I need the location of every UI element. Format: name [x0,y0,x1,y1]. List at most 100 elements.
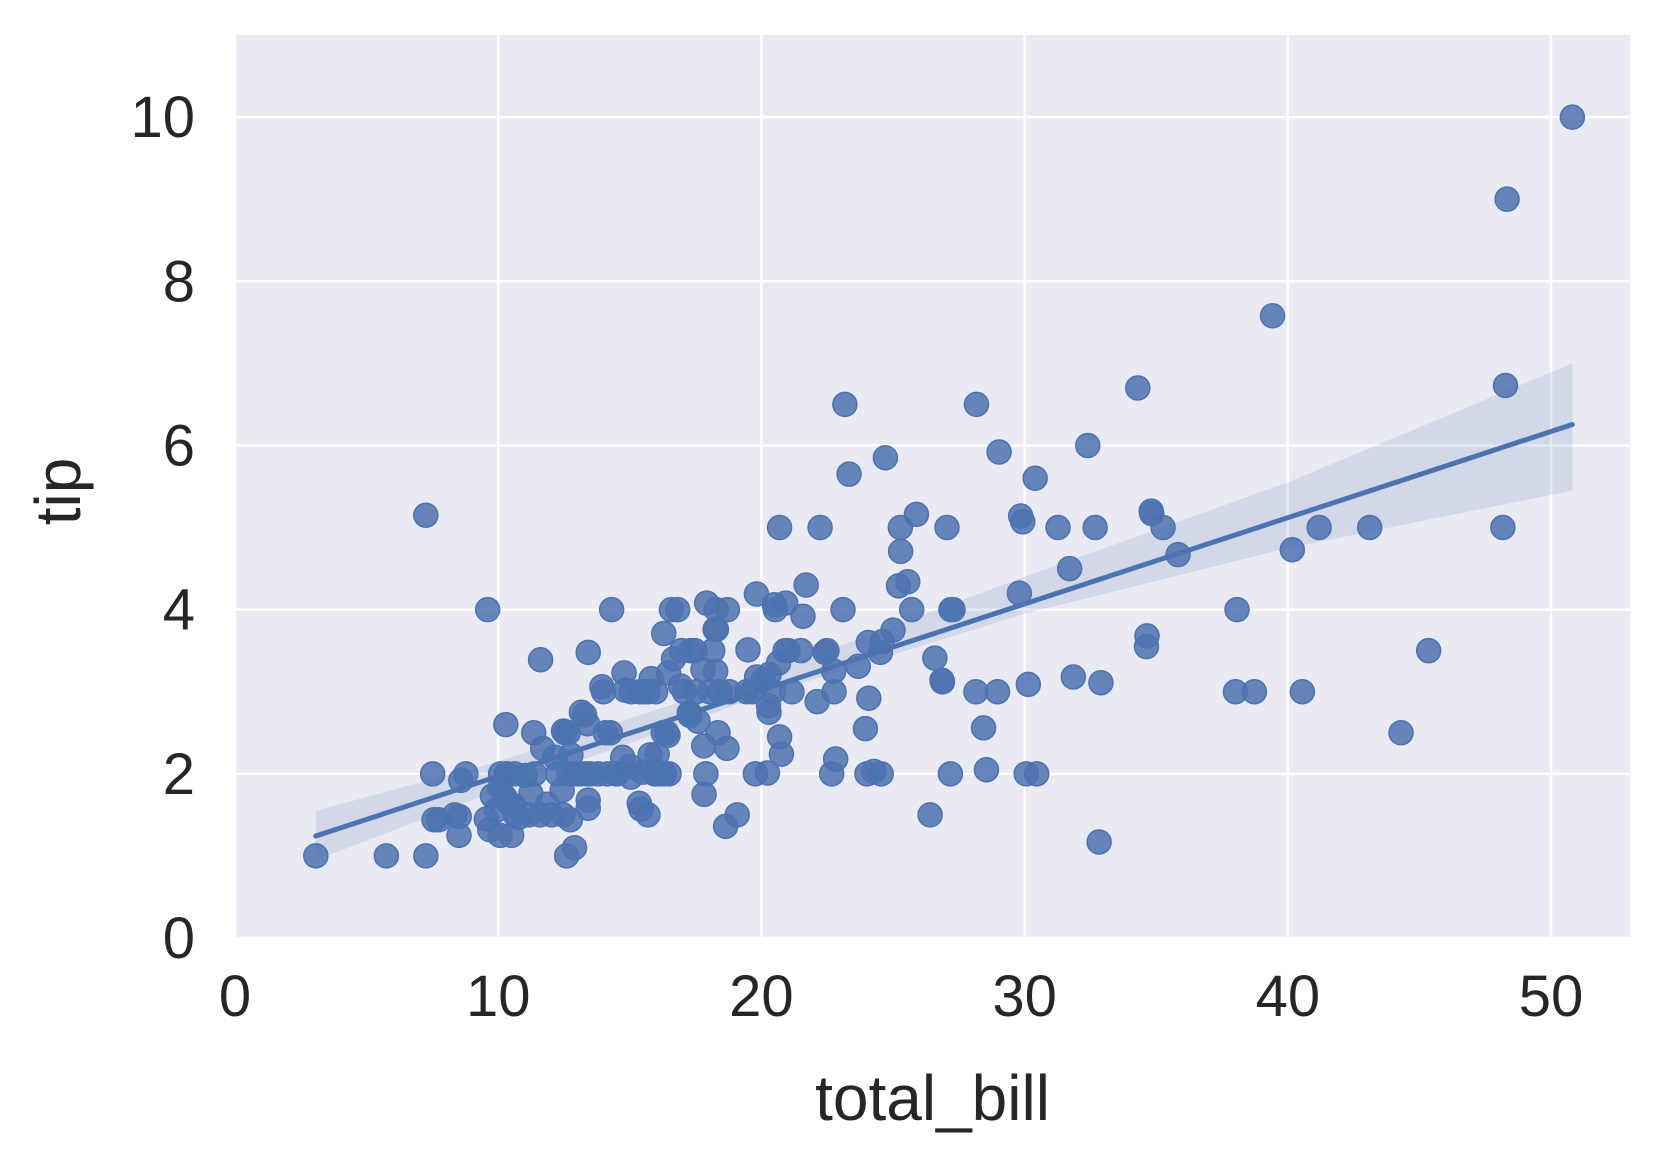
data-point [655,722,681,748]
data-point [772,590,799,616]
data-point [1150,514,1176,541]
data-point [493,711,519,738]
data-point [1241,678,1268,705]
y-tick-label: 4 [163,578,195,643]
data-point [413,843,439,869]
data-point [735,637,761,663]
data-point [1086,829,1112,855]
data-point [651,620,677,647]
data-point [590,678,617,705]
data-point [1356,514,1383,541]
data-point [303,843,329,869]
y-tick-label: 6 [163,413,195,478]
data-point [1289,678,1316,705]
data-point [872,445,899,471]
data-point [1388,720,1414,746]
data-point [656,761,682,787]
data-point [917,802,943,828]
data-point [664,596,691,623]
y-tick-label: 10 [130,85,195,150]
data-point [984,678,1011,705]
data-point [986,439,1012,465]
data-point [821,678,847,705]
data-point [830,596,856,623]
data-point [922,645,948,671]
data-point [527,646,554,673]
y-tick-labels: 0 2 4 6 8 10 [130,85,195,971]
data-point [756,699,782,725]
data-point [880,617,906,643]
data-point [557,807,584,833]
x-tick-labels: 0 10 20 30 40 50 [219,964,1583,1029]
data-point [793,572,819,598]
data-point [561,834,588,861]
data-point [832,391,858,418]
data-point [714,596,741,623]
data-point [1259,303,1286,329]
data-point [903,501,930,528]
data-point [856,685,882,712]
x-tick-label: 30 [992,964,1057,1029]
data-point [1134,623,1160,649]
data-point [1015,671,1042,698]
data-point [714,735,740,762]
data-point [937,761,964,787]
data-point [1088,669,1114,696]
data-point [1224,596,1250,623]
x-tick-label: 0 [219,964,251,1029]
data-point [868,761,894,787]
x-tick-label: 50 [1519,964,1584,1029]
data-point [836,461,862,487]
data-point [642,678,669,705]
data-point [1492,372,1519,399]
data-point [446,803,473,830]
data-point [373,843,400,869]
data-point [963,391,990,418]
y-tick-label: 0 [163,906,195,971]
data-point [1060,664,1087,690]
data-point [1494,186,1520,212]
data-point [724,802,750,828]
y-tick-label: 2 [163,742,195,807]
data-point [413,502,439,528]
data-point [1023,761,1050,787]
y-tick-label: 8 [163,249,195,314]
data-point [1415,637,1442,664]
data-point [768,741,795,767]
data-point [887,538,914,565]
data-point [703,616,730,643]
x-tick-label: 10 [466,964,531,1029]
data-point [898,596,925,623]
data-point [474,596,501,623]
data-point [419,761,446,787]
x-tick-label: 40 [1256,964,1321,1029]
data-point [788,637,814,664]
data-point [1125,375,1151,401]
data-point [852,715,879,742]
data-point [1559,104,1586,130]
data-point [598,596,625,623]
data-point [973,756,1000,783]
data-point [1022,465,1048,492]
data-point [822,746,849,772]
data-point [1082,514,1108,541]
data-point [1056,555,1083,582]
data-point [1279,536,1306,563]
data-point [754,760,781,786]
x-tick-label: 20 [729,964,794,1029]
data-point [970,715,997,741]
data-point [934,514,960,541]
data-point [1010,509,1036,535]
data-point [1306,514,1332,541]
data-point [929,669,956,695]
data-point [1490,514,1516,541]
data-points [303,104,1586,869]
data-point [575,787,601,813]
y-axis-label: tip [22,458,94,526]
data-point [766,514,793,541]
data-point [693,761,719,787]
data-point [807,514,833,541]
x-axis-label: total_bill [815,1062,1050,1134]
